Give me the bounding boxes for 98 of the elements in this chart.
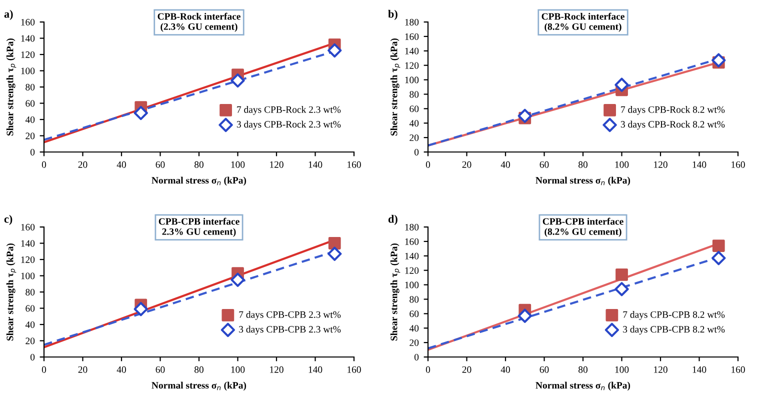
y-tick-label: 20 [410,339,419,346]
y-tick-label: 180 [405,224,419,230]
legend-label: 3 days CPB-Rock 2.3 wt% [236,120,341,130]
y-tick-label: 180 [405,18,419,26]
y-tick-label: 140 [21,240,35,247]
text: a) [4,10,13,20]
x-tick-label: 80 [194,366,204,373]
y-tick-label: 20 [26,338,35,344]
x-tick-label: 100 [231,161,245,168]
y-tick-label: 140 [21,35,35,42]
chart-title: CPB-Rock interface (2.3% GU cement) [158,12,240,32]
x-tick-label: 160 [348,161,361,168]
x-tick-label: 60 [540,161,549,168]
x-tick-label: 20 [462,161,472,168]
x-tick-label: 60 [540,366,549,373]
y-tick-label: 80 [410,296,419,303]
x-tick-label: 160 [732,366,745,373]
y-tick-label: 160 [21,18,35,26]
y-tick-label: 60 [26,305,35,312]
x-tick-label: 40 [116,366,126,373]
y-tick-label: 80 [26,288,35,296]
y-tick-label: 40 [409,325,419,332]
x-tick-label: 160 [348,366,361,373]
x-tick-label: 20 [78,161,88,168]
y-tick-label: 0 [30,354,35,360]
y-axis-title: Shear strength τ$_{p}$ (kPa) [6,38,16,136]
x-tick-label: 60 [156,161,165,168]
x-tick-label: 120 [654,366,668,373]
y-tick-label: 80 [26,84,35,90]
y-tick-label: 0 [414,354,419,360]
chart-title: CPB-CPB interface 2.3% GU cement) [158,218,240,237]
y-tick-label: 120 [21,51,35,58]
legend-label: 3 days CPB-CPB 2.3 wt% [239,326,341,335]
legend-label: 7 days CPB-Rock 8.2 wt% [621,106,725,115]
y-tick-label: 0 [30,148,35,156]
y-tick-label: 140 [405,48,419,54]
y-tick-label: 20 [26,132,35,140]
chart-title: CPB-Rock interface (8.2% GU cement) [542,12,624,32]
text: b) [388,10,398,20]
y-tick-label: 20 [410,134,419,142]
y-tick-label: 100 [21,272,35,280]
x-tick-label: 0 [42,366,46,373]
y-tick-label: 160 [21,224,35,230]
y-tick-label: 100 [405,282,419,288]
y-tick-label: 60 [410,106,419,112]
x-tick-label: 40 [116,161,126,168]
x-tick-label: 60 [156,366,165,373]
x-tick-label: 20 [78,366,88,373]
y-tick-label: 160 [405,238,419,245]
y-tick-label: 120 [21,256,35,263]
x-tick-label: 120 [270,161,284,168]
y-tick-label: 120 [405,62,419,69]
x-tick-label: 140 [692,161,706,168]
x-tick-label: 120 [270,366,284,373]
x-tick-label: 140 [308,366,322,373]
x-tick-label: 160 [732,161,745,168]
chart-title: CPB-CPB interface (8.2% GU cement) [542,218,624,237]
x-tick-label: 40 [500,161,510,168]
legend-label: 7 days CPB-CPB 2.3 wt% [239,311,341,320]
y-axis-title: Shear strength τ$_{p}$ (kPa) [390,243,400,341]
y-tick-label: 40 [25,116,35,123]
y-axis-title: Shear strength τ$_{p}$ (kPa) [6,243,16,341]
x-tick-label: 80 [194,161,204,168]
x-tick-label: 120 [654,161,668,168]
x-tick-label: 100 [615,161,629,168]
x-tick-label: 40 [500,366,510,373]
x-axis-title: Normal stress σ$_{n}$ (kPa) [152,176,246,186]
y-tick-label: 0 [414,148,419,156]
x-axis-title: Normal stress σ$_{n}$ (kPa) [536,382,630,391]
y-tick-label: 60 [410,310,419,318]
y-tick-label: 40 [25,321,35,328]
text: c) [4,214,12,225]
x-tick-label: 80 [578,366,588,373]
legend-label: 7 days CPB-CPB 8.2 wt% [623,311,725,320]
x-tick-label: 0 [42,161,46,168]
y-tick-label: 160 [405,33,419,40]
legend-label: 3 days CPB-CPB 8.2 wt% [623,326,725,335]
x-tick-label: 80 [578,161,588,168]
x-tick-label: 100 [615,366,629,373]
x-tick-label: 20 [462,366,472,373]
legend-label: 3 days CPB-Rock 8.2 wt% [620,120,725,130]
x-axis-title: Normal stress σ$_{n}$ (kPa) [152,382,246,391]
y-tick-label: 80 [410,91,419,98]
y-axis-title: Shear strength τ$_{p}$ (kPa) [390,38,400,136]
text: d) [388,214,398,225]
y-tick-label: 100 [405,76,419,84]
y-tick-label: 140 [405,252,419,260]
x-tick-label: 140 [692,366,706,373]
y-tick-label: 120 [405,267,419,274]
y-tick-label: 40 [409,120,419,127]
y-tick-label: 100 [21,68,35,74]
x-axis-title: Normal stress σ$_{n}$ (kPa) [536,176,630,186]
x-tick-label: 0 [426,366,430,373]
x-tick-label: 140 [308,161,322,168]
y-tick-label: 60 [26,100,35,107]
x-tick-label: 100 [231,366,245,373]
legend-label: 7 days CPB-Rock 2.3 wt% [237,106,341,115]
x-tick-label: 0 [426,161,430,168]
